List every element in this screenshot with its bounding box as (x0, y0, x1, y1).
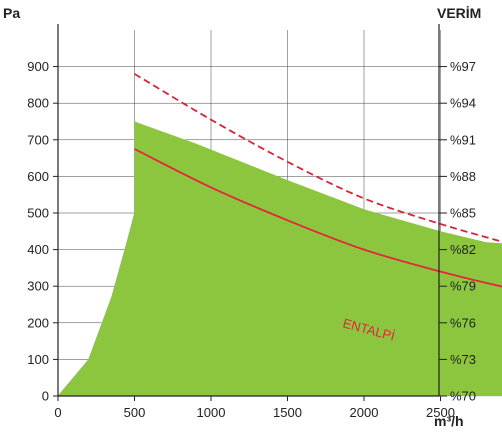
y-tick-label: 500 (27, 206, 49, 221)
y2-tick-label: %79 (450, 279, 476, 294)
y2-tick-label: %94 (450, 96, 476, 111)
x-tick-label: 2000 (350, 405, 379, 420)
x-tick-label: 1500 (273, 405, 302, 420)
y-tick-label: 400 (27, 242, 49, 257)
y-tick-label: 600 (27, 169, 49, 184)
areas (57, 120, 502, 397)
y2-tick-label: %76 (450, 315, 476, 330)
y2-tick-label: %82 (450, 242, 476, 257)
y-tick-label: 900 (27, 59, 49, 74)
x-axis-title: m³/h (434, 413, 464, 429)
y2-tick-label: %88 (450, 169, 476, 184)
y2-tick-label: %97 (450, 59, 476, 74)
green-area (58, 121, 502, 396)
y-tick-label: 300 (27, 279, 49, 294)
y-tick-label: 0 (42, 389, 49, 404)
y-tick-label: 700 (27, 132, 49, 147)
y2-tick-label: %70 (450, 389, 476, 404)
ticks: 0500100015002000250030003500400045000100… (27, 59, 476, 420)
entalpi-line (134, 148, 502, 288)
x-tick-label: 0 (54, 405, 61, 420)
x-tick-label: 500 (124, 405, 146, 420)
series-lines (134, 73, 502, 288)
y2-axis-title: VERİM (437, 5, 481, 21)
plot-frame (57, 24, 440, 397)
y2-tick-label: %73 (450, 352, 476, 367)
y2-tick-label: %85 (450, 206, 476, 221)
x-tick-label: 2500 (426, 405, 455, 420)
x-tick-label: 1000 (197, 405, 226, 420)
y-axis-title: Pa (3, 5, 20, 21)
y-tick-label: 200 (27, 315, 49, 330)
y2-tick-label: %91 (450, 132, 476, 147)
y-tick-label: 100 (27, 352, 49, 367)
y-tick-label: 800 (27, 96, 49, 111)
